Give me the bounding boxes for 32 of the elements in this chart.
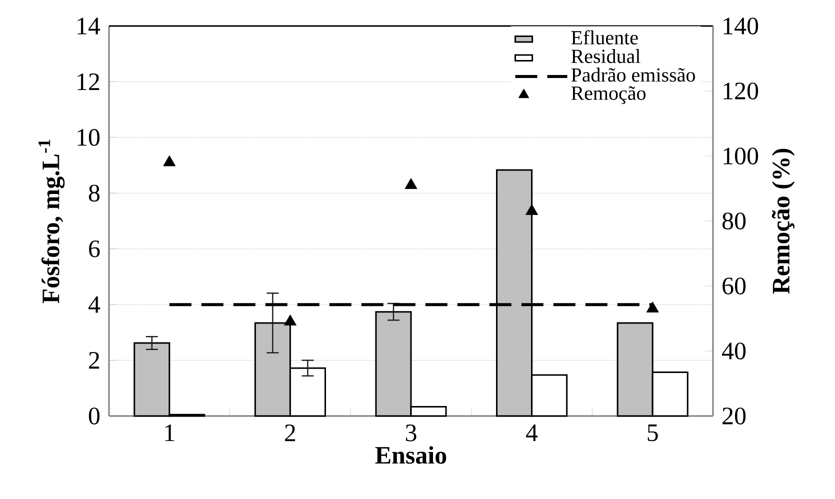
y-tick-label: 4	[88, 296, 100, 313]
legend-label: Efluente	[571, 30, 638, 44]
x-tick-label: 5	[648, 424, 658, 442]
y-tick-label: 14	[78, 18, 100, 34]
y-tick-label: 2	[89, 352, 100, 369]
legend-label: Remoção	[571, 86, 646, 104]
point	[404, 178, 418, 189]
y2-tick-label: 120	[724, 82, 758, 100]
y-axis-title: Fósforo, mg.L$^{-1}$	[38, 140, 65, 304]
point	[646, 302, 659, 312]
x-axis-title: Ensaio	[375, 446, 446, 464]
y-tick-label: 12	[78, 73, 100, 90]
y2-tick-label: 140	[724, 18, 758, 34]
point	[163, 155, 176, 166]
y2-tick-label: 100	[724, 148, 758, 164]
y-tick-label: 6	[89, 240, 100, 258]
x-tick-label: 4	[526, 424, 538, 441]
y2-tick-label: 80	[722, 212, 746, 230]
point	[526, 204, 538, 215]
x-tick-label: 2	[285, 424, 296, 442]
legend-label: Padrão emissão	[571, 68, 695, 82]
y2-tick-label: 40	[722, 342, 746, 360]
y-tick-label: 8	[88, 184, 100, 202]
y-tick-label: 0	[88, 408, 100, 424]
y2-tick-label: 60	[722, 278, 746, 294]
x-tick-label: 1	[165, 424, 174, 442]
y-tick-label: 10	[78, 128, 100, 146]
point	[284, 314, 296, 326]
y2-tick-label: 20	[722, 408, 746, 424]
legend-label: Residual	[571, 49, 640, 64]
x-tick-label: 3	[406, 424, 416, 442]
y2-axis-title: Remoção (%)	[772, 148, 795, 294]
